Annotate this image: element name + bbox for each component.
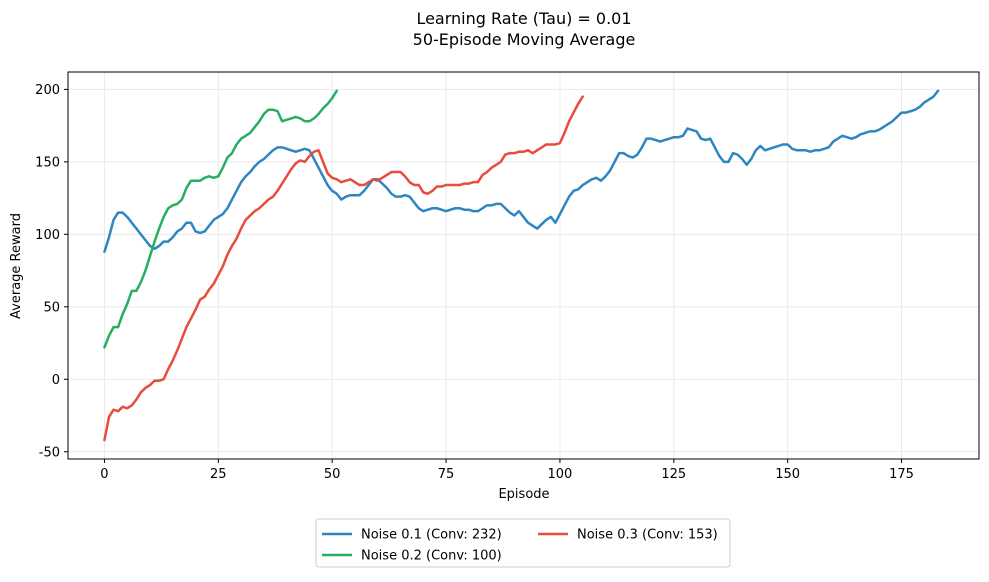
y-tick-label: 50 — [43, 300, 60, 315]
x-tick-label: 125 — [661, 467, 686, 482]
series-lines — [103, 89, 940, 442]
y-tick-label: -50 — [39, 445, 60, 460]
plot-area-frame — [67, 71, 980, 460]
y-tick-label: 150 — [35, 155, 60, 170]
y-tick-label: 100 — [35, 228, 60, 243]
y-axis-label: Average Reward — [9, 213, 24, 319]
chart-subtitle: 50-Episode Moving Average — [413, 30, 636, 49]
x-axis-label: Episode — [498, 487, 549, 502]
x-tick-label: 175 — [889, 467, 914, 482]
x-tick-label: 75 — [438, 467, 455, 482]
x-tick-label: 100 — [548, 467, 573, 482]
x-tick-label: 0 — [100, 467, 108, 482]
legend: Noise 0.1 (Conv: 232) Noise 0.2 (Conv: 10… — [315, 518, 731, 568]
x-tick-label: 50 — [324, 467, 341, 482]
x-tick-label: 25 — [210, 467, 227, 482]
axis-ticks: 0 25 50 75 100 125 150 175 -50 0 50 100 150 200 — [35, 83, 914, 482]
grid-lines — [68, 72, 979, 459]
y-tick-label: 0 — [52, 373, 60, 388]
series-line-1 — [103, 89, 940, 253]
x-tick-label: 150 — [775, 467, 800, 482]
chart-title: Learning Rate (Tau) = 0.01 — [416, 9, 631, 28]
series-line-2 — [103, 89, 338, 349]
legend-label-2: Noise 0.2 (Conv: 100) — [361, 549, 502, 564]
series-line-3 — [103, 95, 584, 442]
y-tick-label: 200 — [35, 83, 60, 98]
legend-label-1: Noise 0.1 (Conv: 232) — [361, 528, 502, 543]
legend-label-3: Noise 0.3 (Conv: 153) — [577, 528, 718, 543]
legend-frame — [315, 518, 731, 568]
